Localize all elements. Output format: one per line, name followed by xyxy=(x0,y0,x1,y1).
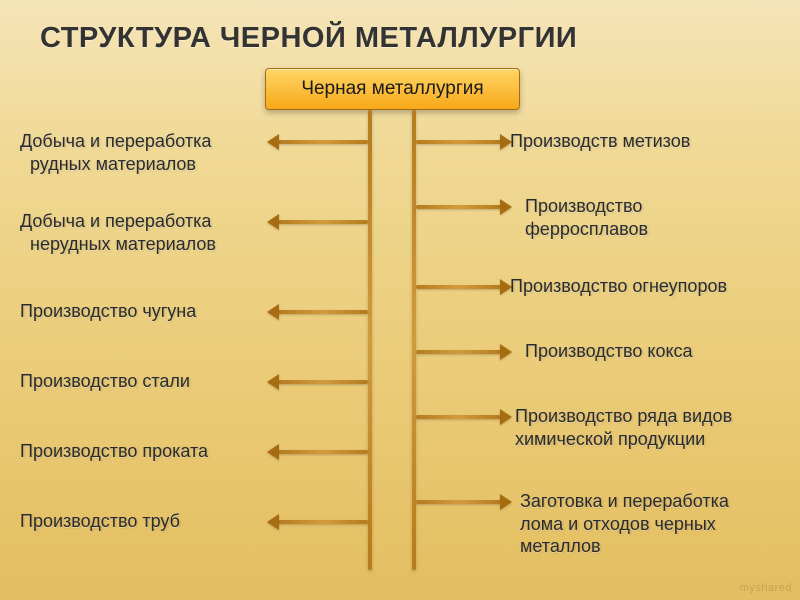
branch-arrow-right xyxy=(416,415,501,419)
branch-label: Производство проката xyxy=(20,440,208,463)
trunk-left xyxy=(368,110,372,570)
slide: СТРУКТУРА ЧЕРНОЙ МЕТАЛЛУРГИИ Черная мета… xyxy=(0,0,800,600)
branch-arrow-right xyxy=(416,140,501,144)
branch-arrow-right xyxy=(416,350,501,354)
branch-label: Производство ферросплавов xyxy=(525,195,648,240)
branch-label: Производство чугуна xyxy=(20,300,196,323)
branch-label: Производство кокса xyxy=(525,340,693,363)
slide-title: СТРУКТУРА ЧЕРНОЙ МЕТАЛЛУРГИИ xyxy=(0,0,800,55)
branch-label: Производство ряда видов химической проду… xyxy=(515,405,732,450)
branch-label: Добыча и переработка нерудных материалов xyxy=(20,210,216,255)
branch-label: Производство огнеупоров xyxy=(510,275,727,298)
watermark: myshared xyxy=(740,582,792,594)
root-node: Черная металлургия xyxy=(265,68,520,110)
branch-label: Производств метизов xyxy=(510,130,690,153)
branch-arrow-left xyxy=(278,220,368,224)
branch-arrow-right xyxy=(416,500,501,504)
branch-label: Производство труб xyxy=(20,510,180,533)
branch-arrow-left xyxy=(278,450,368,454)
branch-arrow-right xyxy=(416,285,501,289)
branch-arrow-left xyxy=(278,380,368,384)
branch-arrow-left xyxy=(278,520,368,524)
branch-label: Добыча и переработка рудных материалов xyxy=(20,130,211,175)
branch-label: Производство стали xyxy=(20,370,190,393)
branch-arrow-left xyxy=(278,310,368,314)
branch-label: Заготовка и переработка лома и отходов ч… xyxy=(520,490,729,558)
branch-arrow-right xyxy=(416,205,501,209)
branch-arrow-left xyxy=(278,140,368,144)
root-node-label: Черная металлургия xyxy=(301,78,483,100)
